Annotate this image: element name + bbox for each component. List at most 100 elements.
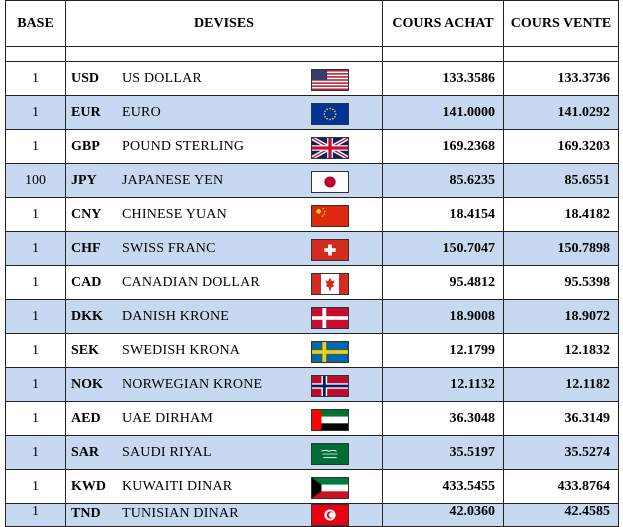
table-row: 1 SEK SWEDISH KRONA 12.1799 12.1832 bbox=[5, 333, 619, 368]
currency-name: UAE DIRHAM bbox=[122, 411, 214, 426]
base-cell: 1 bbox=[5, 95, 66, 130]
currency-code: CHF bbox=[71, 241, 101, 256]
kuwait-flag-icon bbox=[311, 477, 349, 499]
cours-vente-cell: 42.4585 bbox=[503, 503, 619, 527]
base-cell: 1 bbox=[5, 469, 66, 504]
table-row: 1 KWD KUWAITI DINAR 433.5455 433.8764 bbox=[5, 469, 619, 504]
base-cell: 1 bbox=[5, 231, 66, 266]
currency-name: CANADIAN DOLLAR bbox=[122, 275, 260, 290]
uk-flag-icon bbox=[311, 137, 349, 159]
currency-name: TUNISIAN DINAR bbox=[122, 506, 239, 521]
currency-name: US DOLLAR bbox=[122, 71, 202, 86]
cours-achat-cell: 12.1799 bbox=[382, 333, 504, 368]
cours-achat-cell: 169.2368 bbox=[382, 129, 504, 164]
devise-cell: TND TUNISIAN DINAR bbox=[65, 503, 383, 527]
devise-cell: SAR SAUDI RIYAL bbox=[65, 435, 383, 470]
cours-vente-cell: 18.9072 bbox=[503, 299, 619, 334]
devise-cell: AED UAE DIRHAM bbox=[65, 401, 383, 436]
swiss-flag-icon bbox=[311, 239, 349, 261]
currency-code: JPY bbox=[71, 173, 97, 188]
saudi-flag-icon bbox=[311, 443, 349, 465]
cours-vente-cell: 18.4182 bbox=[503, 197, 619, 232]
currency-code: GBP bbox=[71, 139, 100, 154]
spacer-row bbox=[5, 46, 619, 62]
base-cell: 1 bbox=[5, 61, 66, 96]
table-row: 1 EUR EURO 141.0000 141.0292 bbox=[5, 95, 619, 130]
cours-achat-cell: 150.7047 bbox=[382, 231, 504, 266]
table-row: 1 USD US DOLLAR 133.3586 133.3736 bbox=[5, 61, 619, 96]
table-row: 1 AED UAE DIRHAM 36.3048 36.3149 bbox=[5, 401, 619, 436]
sweden-flag-icon bbox=[311, 341, 349, 363]
devise-cell: NOK NORWEGIAN KRONE bbox=[65, 367, 383, 402]
usa-flag-icon bbox=[311, 69, 349, 91]
eu-flag-icon bbox=[311, 103, 349, 125]
cours-achat-cell: 141.0000 bbox=[382, 95, 504, 130]
cours-achat-cell: 433.5455 bbox=[382, 469, 504, 504]
devise-cell: CAD CANADIAN DOLLAR bbox=[65, 265, 383, 300]
currency-name: NORWEGIAN KRONE bbox=[122, 377, 263, 392]
currency-name: EURO bbox=[122, 105, 161, 120]
base-cell: 1 bbox=[5, 265, 66, 300]
base-cell: 1 bbox=[5, 197, 66, 232]
table-row: 1 SAR SAUDI RIYAL 35.5197 35.5274 bbox=[5, 435, 619, 470]
currency-code: EUR bbox=[71, 105, 101, 120]
cours-achat-cell: 18.9008 bbox=[382, 299, 504, 334]
header-cours-achat: COURS ACHAT bbox=[382, 0, 504, 47]
cours-vente-cell: 150.7898 bbox=[503, 231, 619, 266]
cours-vente-cell: 36.3149 bbox=[503, 401, 619, 436]
uae-flag-icon bbox=[311, 409, 349, 431]
cours-vente-cell: 12.1832 bbox=[503, 333, 619, 368]
cours-achat-cell: 18.4154 bbox=[382, 197, 504, 232]
base-cell: 1 bbox=[5, 401, 66, 436]
table-row: 1 NOK NORWEGIAN KRONE 12.1132 12.1182 bbox=[5, 367, 619, 402]
base-cell: 100 bbox=[5, 163, 66, 198]
currency-name: CHINESE YUAN bbox=[122, 207, 227, 222]
devise-cell: KWD KUWAITI DINAR bbox=[65, 469, 383, 504]
currency-code: USD bbox=[71, 71, 100, 86]
base-cell: 1 bbox=[5, 129, 66, 164]
exchange-rate-table: BASE DEVISES COURS ACHAT COURS VENTE 1 US… bbox=[5, 0, 619, 527]
table-row: 1 GBP POUND STERLING 169.2368 169.3203 bbox=[5, 129, 619, 164]
table-row: 1 TND TUNISIAN DINAR 42.0360 42.4585 bbox=[5, 503, 619, 527]
header-cours-vente: COURS VENTE bbox=[503, 0, 619, 47]
canada-flag-icon bbox=[311, 273, 349, 295]
table-row: 1 CHF SWISS FRANC 150.7047 150.7898 bbox=[5, 231, 619, 266]
currency-name: POUND STERLING bbox=[122, 139, 245, 154]
cours-achat-cell: 12.1132 bbox=[382, 367, 504, 402]
cours-vente-cell: 141.0292 bbox=[503, 95, 619, 130]
table-row: 1 CNY CHINESE YUAN 18.4154 18.4182 bbox=[5, 197, 619, 232]
devise-cell: DKK DANISH KRONE bbox=[65, 299, 383, 334]
norway-flag-icon bbox=[311, 375, 349, 397]
devise-cell: CHF SWISS FRANC bbox=[65, 231, 383, 266]
currency-name: SWISS FRANC bbox=[122, 241, 216, 256]
cours-vente-cell: 12.1182 bbox=[503, 367, 619, 402]
currency-name: JAPANESE YEN bbox=[122, 173, 224, 188]
table-row: 1 CAD CANADIAN DOLLAR 95.4812 95.5398 bbox=[5, 265, 619, 300]
base-cell: 1 bbox=[5, 367, 66, 402]
base-cell: 1 bbox=[5, 435, 66, 470]
devise-cell: USD US DOLLAR bbox=[65, 61, 383, 96]
header-devises: DEVISES bbox=[65, 0, 383, 47]
base-cell: 1 bbox=[5, 299, 66, 334]
cours-achat-cell: 95.4812 bbox=[382, 265, 504, 300]
devise-cell: CNY CHINESE YUAN bbox=[65, 197, 383, 232]
currency-code: SEK bbox=[71, 343, 100, 358]
currency-code: DKK bbox=[71, 309, 103, 324]
china-flag-icon bbox=[311, 205, 349, 227]
denmark-flag-icon bbox=[311, 307, 349, 329]
cours-vente-cell: 133.3736 bbox=[503, 61, 619, 96]
currency-name: KUWAITI DINAR bbox=[122, 479, 233, 494]
currency-code: CAD bbox=[71, 275, 102, 290]
devise-cell: EUR EURO bbox=[65, 95, 383, 130]
currency-code: TND bbox=[71, 506, 101, 521]
table-row: 100 JPY JAPANESE YEN 85.6235 85.6551 bbox=[5, 163, 619, 198]
currency-name: SAUDI RIYAL bbox=[122, 445, 212, 460]
cours-vente-cell: 169.3203 bbox=[503, 129, 619, 164]
currency-code: AED bbox=[71, 411, 101, 426]
currency-name: DANISH KRONE bbox=[122, 309, 230, 324]
table-header-row: BASE DEVISES COURS ACHAT COURS VENTE bbox=[5, 0, 619, 47]
devise-cell: JPY JAPANESE YEN bbox=[65, 163, 383, 198]
devise-cell: GBP POUND STERLING bbox=[65, 129, 383, 164]
base-cell: 1 bbox=[5, 333, 66, 368]
cours-vente-cell: 35.5274 bbox=[503, 435, 619, 470]
